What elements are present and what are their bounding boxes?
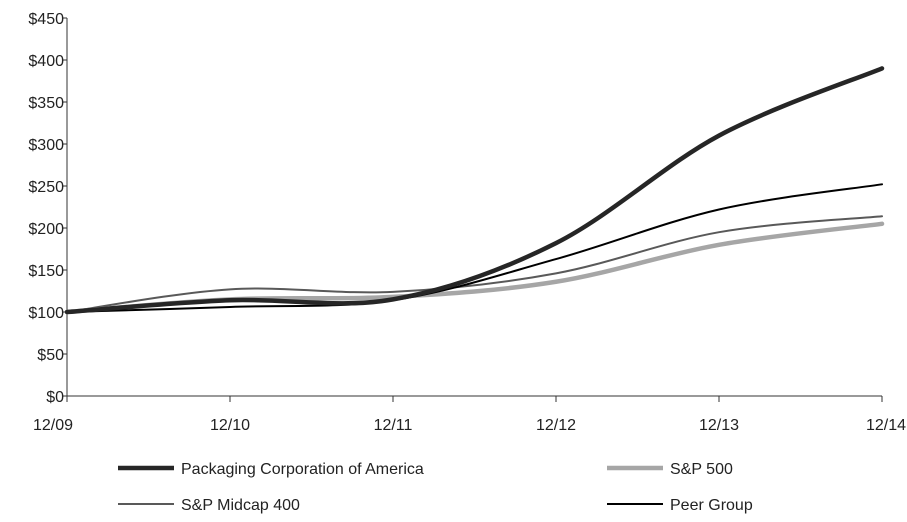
legend-label: Packaging Corporation of America (181, 461, 424, 478)
legend-label: S&P 500 (670, 461, 733, 478)
x-tick-label: 12/09 (33, 417, 73, 434)
x-tick-label: 12/11 (374, 417, 413, 434)
y-axis: $0 $50 $100 $150 $200 $250 $300 $350 $400 $450 (28, 11, 68, 406)
y-tick-label: $350 (28, 95, 64, 112)
x-axis: 12/09 12/10 12/11 12/12 12/13 12/14 (33, 395, 906, 434)
x-tick-label: 12/14 (866, 417, 906, 434)
series-line-packaging-corporation-of-america (64, 66, 885, 315)
y-tick-label: $50 (37, 347, 64, 364)
y-tick-label: $450 (28, 11, 64, 28)
legend: Packaging Corporation of America S&P 500 S… (118, 461, 753, 514)
y-tick-label: $150 (28, 263, 64, 280)
y-tick-label: $300 (28, 137, 64, 154)
y-tick-label: $400 (28, 53, 64, 70)
y-tick-label: $250 (28, 179, 64, 196)
series-lines (64, 66, 885, 315)
legend-label: Peer Group (670, 497, 753, 514)
x-tick-label: 12/13 (699, 417, 739, 434)
series-line-s-p-500 (64, 221, 885, 315)
series-line-peer-group (66, 183, 883, 313)
y-tick-label: $200 (28, 221, 64, 238)
y-tick-label: $0 (46, 389, 64, 406)
series-line-s-p-midcap-400 (66, 215, 883, 313)
x-tick-label: 12/12 (536, 417, 576, 434)
y-tick-label: $100 (28, 305, 64, 322)
x-tick-label: 12/10 (210, 417, 250, 434)
legend-label: S&P Midcap 400 (181, 497, 300, 514)
